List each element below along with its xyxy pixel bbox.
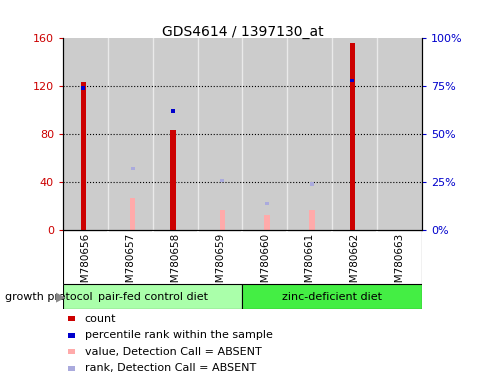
Bar xyxy=(80,81,86,230)
Bar xyxy=(220,179,224,182)
Bar xyxy=(170,129,175,230)
Text: value, Detection Call = ABSENT: value, Detection Call = ABSENT xyxy=(85,347,261,357)
Bar xyxy=(265,202,269,205)
Text: rank, Detection Call = ABSENT: rank, Detection Call = ABSENT xyxy=(85,363,256,373)
Text: GSM780660: GSM780660 xyxy=(259,233,270,296)
Bar xyxy=(349,79,354,82)
Text: pair-fed control diet: pair-fed control diet xyxy=(98,291,207,302)
Text: GSM780663: GSM780663 xyxy=(393,233,404,296)
Text: percentile rank within the sample: percentile rank within the sample xyxy=(85,330,272,340)
Bar xyxy=(219,210,225,230)
Bar xyxy=(130,167,135,170)
Text: GSM780659: GSM780659 xyxy=(214,233,225,296)
Bar xyxy=(130,198,135,230)
FancyBboxPatch shape xyxy=(63,284,242,309)
Bar xyxy=(264,215,269,230)
Text: zinc-deficient diet: zinc-deficient diet xyxy=(282,291,381,302)
FancyBboxPatch shape xyxy=(242,284,421,309)
Text: GSM780661: GSM780661 xyxy=(304,233,314,296)
Text: GSM780658: GSM780658 xyxy=(170,233,180,296)
Bar xyxy=(309,210,314,230)
Text: GSM780656: GSM780656 xyxy=(80,233,91,296)
Text: count: count xyxy=(85,314,116,324)
Bar xyxy=(309,182,314,186)
Text: growth protocol: growth protocol xyxy=(5,291,92,302)
Text: GSM780657: GSM780657 xyxy=(125,233,135,296)
Bar xyxy=(170,109,175,113)
Bar xyxy=(349,43,354,230)
Text: ▶: ▶ xyxy=(56,290,65,303)
Text: GSM780662: GSM780662 xyxy=(349,233,359,296)
Bar xyxy=(81,86,85,90)
Text: GDS4614 / 1397130_at: GDS4614 / 1397130_at xyxy=(161,25,323,39)
